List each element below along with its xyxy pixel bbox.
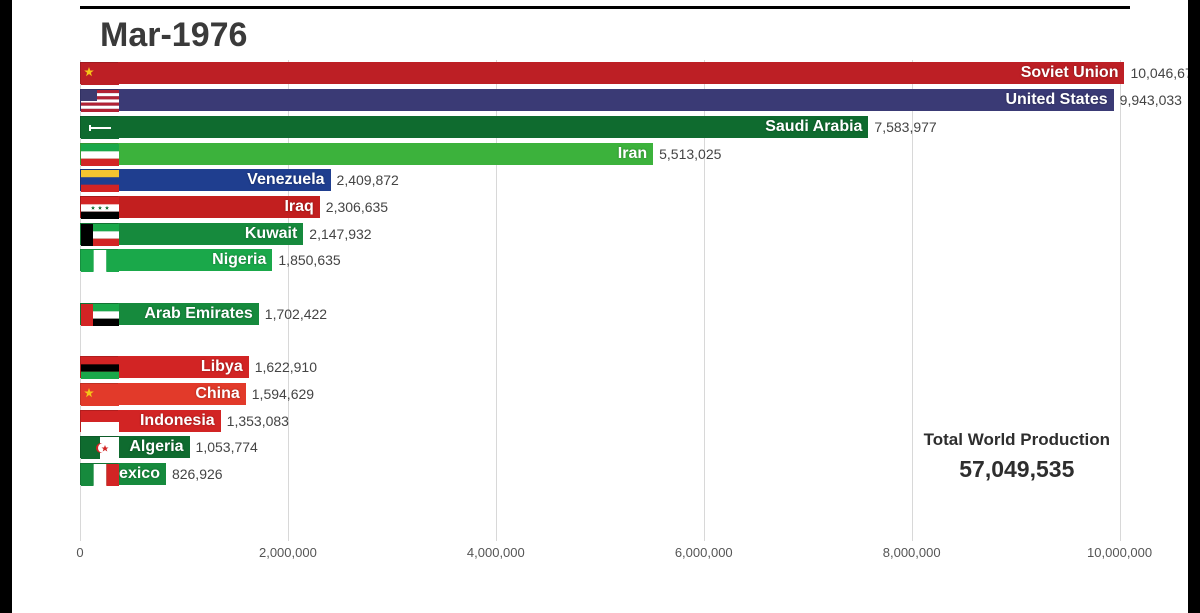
bar xyxy=(80,62,1124,84)
table-row: Soviet Union10,046,679 xyxy=(80,62,1130,84)
flag-icon xyxy=(80,143,118,165)
value-label: 9,943,033 xyxy=(1114,92,1182,108)
x-tick: 10,000,000 xyxy=(1087,545,1152,560)
date-title: Mar-1976 xyxy=(100,16,247,55)
country-label: Libya xyxy=(201,358,249,376)
table-row: United States9,943,033 xyxy=(80,89,1130,111)
x-axis: 02,000,0004,000,0006,000,0008,000,00010,… xyxy=(80,541,1130,565)
country-label: United States xyxy=(1005,91,1113,109)
x-tick: 8,000,000 xyxy=(883,545,941,560)
value-label: 1,622,910 xyxy=(249,359,317,375)
table-row: Kuwait2,147,932 xyxy=(80,223,1130,245)
table-row: Arab Emirates1,702,422 xyxy=(80,303,1130,325)
country-label: Arab Emirates xyxy=(144,305,259,323)
value-label: 2,409,872 xyxy=(331,172,399,188)
flag-icon xyxy=(80,223,118,245)
table-row: Iraq2,306,635 xyxy=(80,196,1130,218)
value-label: 826,926 xyxy=(166,466,223,482)
value-label: 1,053,774 xyxy=(190,439,258,455)
x-tick: 6,000,000 xyxy=(675,545,733,560)
table-row: Libya1,622,910 xyxy=(80,356,1130,378)
value-label: 1,594,629 xyxy=(246,386,314,402)
total-label: Total World Production xyxy=(924,430,1110,450)
flag-icon xyxy=(80,436,118,458)
flag-icon xyxy=(80,62,118,84)
x-tick: 0 xyxy=(76,545,83,560)
country-label: Soviet Union xyxy=(1021,64,1125,82)
country-label: Indonesia xyxy=(140,412,221,430)
value-label: 10,046,679 xyxy=(1124,65,1200,81)
value-label: 5,513,025 xyxy=(653,146,721,162)
country-label: Kuwait xyxy=(245,225,303,243)
table-row: Saudi Arabia7,583,977 xyxy=(80,116,1130,138)
value-label: 1,850,635 xyxy=(272,252,340,268)
value-label: 1,702,422 xyxy=(259,306,327,322)
table-row: Iran5,513,025 xyxy=(80,143,1130,165)
flag-icon xyxy=(80,463,118,485)
flag-icon xyxy=(80,169,118,191)
table-row: Indonesia1,353,083 xyxy=(80,410,1130,432)
country-label: China xyxy=(195,385,245,403)
bar-chart: Soviet Union10,046,679 United States9,943… xyxy=(80,60,1130,565)
flag-icon xyxy=(80,410,118,432)
flag-icon xyxy=(80,116,118,138)
bar xyxy=(80,116,868,138)
bar xyxy=(80,89,1114,111)
value-label: 1,353,083 xyxy=(221,413,289,429)
flag-icon xyxy=(80,383,118,405)
top-rule xyxy=(80,6,1130,9)
country-label: Nigeria xyxy=(212,251,272,269)
x-tick: 4,000,000 xyxy=(467,545,525,560)
value-label: 2,306,635 xyxy=(320,199,388,215)
bar xyxy=(80,143,653,165)
flag-icon xyxy=(80,303,118,325)
x-tick: 2,000,000 xyxy=(259,545,317,560)
country-label: Iraq xyxy=(284,198,319,216)
table-row: Nigeria1,850,635 xyxy=(80,249,1130,271)
flag-icon xyxy=(80,89,118,111)
table-row: China1,594,629 xyxy=(80,383,1130,405)
country-label: Iran xyxy=(618,145,653,163)
value-label: 2,147,932 xyxy=(303,226,371,242)
flag-icon xyxy=(80,196,118,218)
flag-icon xyxy=(80,249,118,271)
country-label: Algeria xyxy=(129,438,189,456)
country-label: Venezuela xyxy=(247,171,330,189)
value-label: 7,583,977 xyxy=(868,119,936,135)
total-value: 57,049,535 xyxy=(924,456,1110,483)
table-row: Venezuela2,409,872 xyxy=(80,169,1130,191)
country-label: Saudi Arabia xyxy=(765,118,868,136)
flag-icon xyxy=(80,356,118,378)
total-production: Total World Production 57,049,535 xyxy=(924,430,1110,483)
